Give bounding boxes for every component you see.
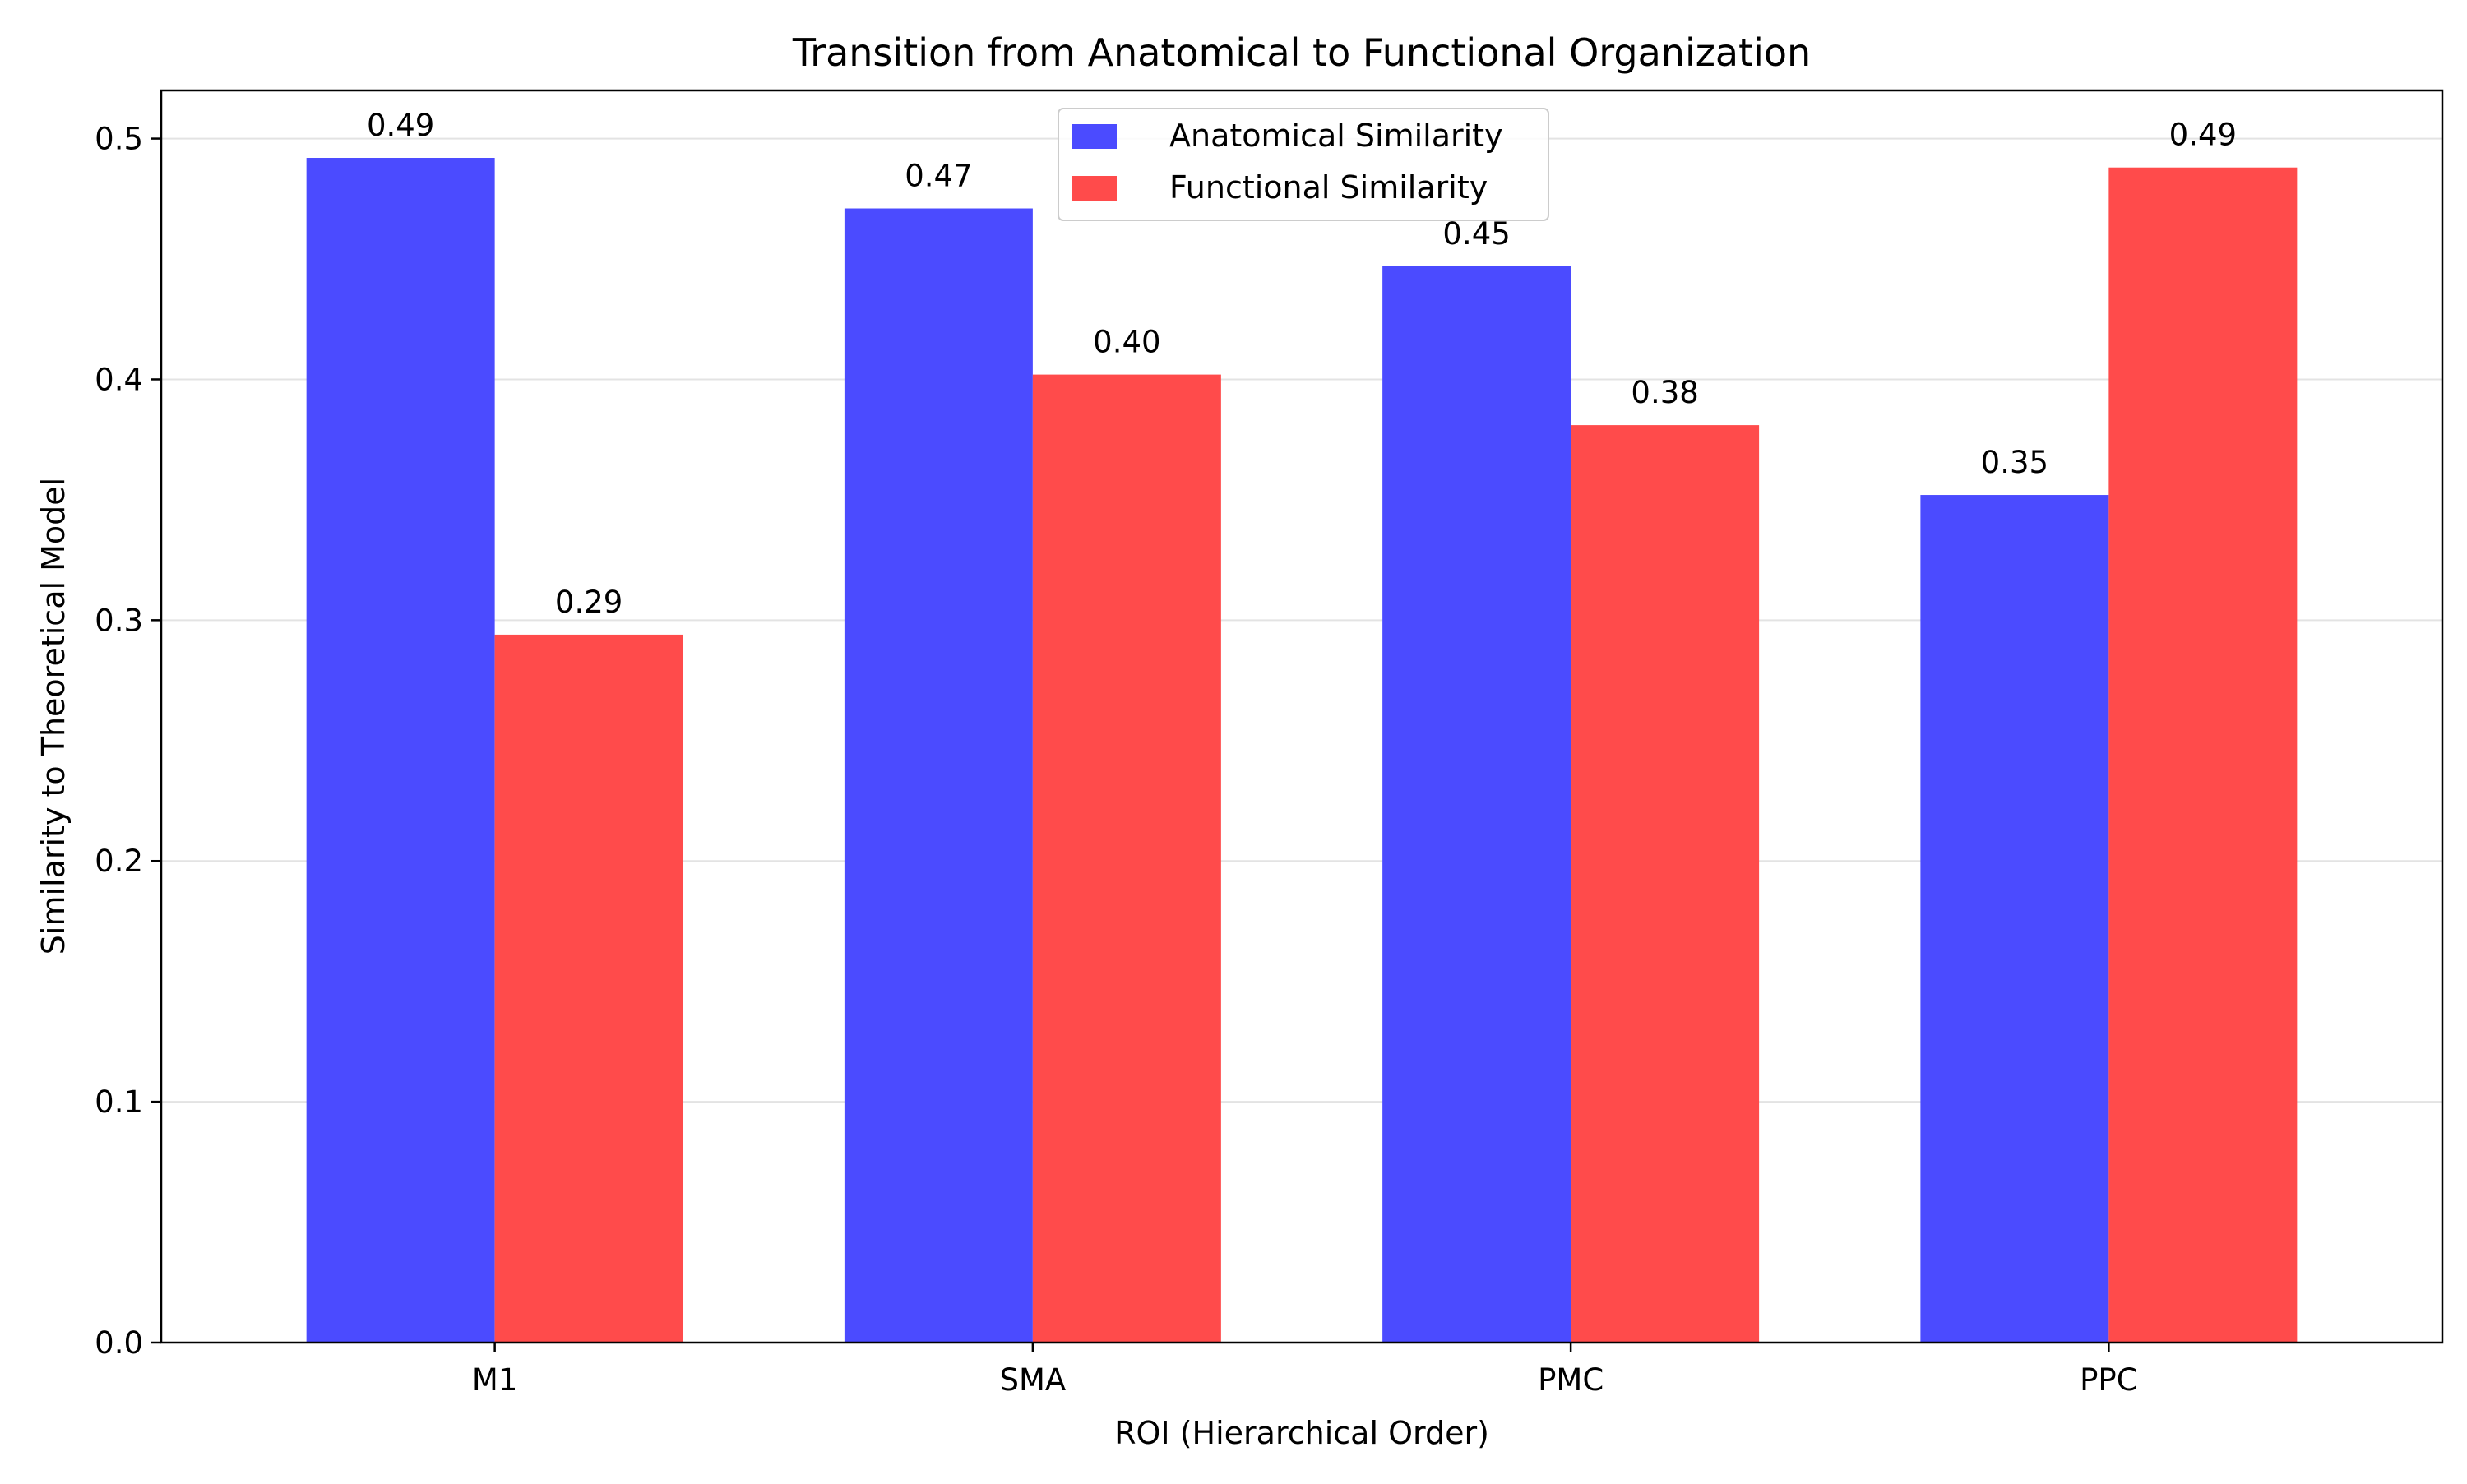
- x-tick-label-sma: SMA: [1000, 1362, 1067, 1398]
- legend: Anatomical Similarity Functional Similar…: [1058, 108, 1549, 221]
- legend-swatch-functional: [1072, 176, 1117, 201]
- data-label-functional-sma: 0.40: [1093, 325, 1160, 360]
- data-labels: 0.49 0.29 0.47 0.40 0.45 0.38 0.35 0.49: [367, 108, 2237, 620]
- chart-title: Transition from Anatomical to Functional…: [792, 30, 1811, 75]
- legend-label-functional: Functional Similarity: [1169, 169, 1488, 206]
- y-tick-label-3: 0.3: [95, 603, 143, 638]
- x-axis-label: ROI (Hierarchical Order): [1114, 1415, 1489, 1451]
- data-label-functional-m1: 0.29: [555, 585, 623, 620]
- bar-functional-pmc: [1571, 425, 1760, 1343]
- bar-functional-ppc: [2108, 167, 2298, 1343]
- legend-label-anatomical: Anatomical Similarity: [1169, 118, 1503, 154]
- data-label-anatomical-sma: 0.47: [905, 159, 972, 194]
- bar-anatomical-m1: [306, 158, 495, 1343]
- y-tick-label-1: 0.1: [95, 1084, 143, 1120]
- data-label-functional-pmc: 0.38: [1631, 375, 1698, 410]
- y-tick-label-2: 0.2: [95, 844, 143, 879]
- bar-functional-sma: [1032, 374, 1221, 1343]
- plot-frame: [160, 89, 2444, 1344]
- data-label-anatomical-pmc: 0.45: [1442, 216, 1510, 252]
- bars: [306, 158, 2298, 1343]
- y-tick-label-5: 0.5: [95, 122, 143, 157]
- data-label-anatomical-m1: 0.49: [367, 108, 434, 143]
- y-tick-label-4: 0.4: [95, 362, 143, 397]
- y-axis-label: Similarity to Theoretical Model: [35, 478, 72, 955]
- data-label-functional-ppc: 0.49: [2169, 118, 2237, 153]
- x-tick-label-pmc: PMC: [1538, 1362, 1604, 1398]
- bar-functional-m1: [494, 634, 683, 1343]
- legend-box: [1058, 108, 1549, 221]
- bar-anatomical-sma: [844, 208, 1033, 1343]
- bar-anatomical-ppc: [1920, 495, 2109, 1343]
- data-label-anatomical-ppc: 0.35: [1981, 445, 2048, 480]
- legend-swatch-anatomical: [1072, 124, 1117, 149]
- x-tick-label-ppc: PPC: [2080, 1362, 2137, 1398]
- axis-ticks: 0.0 0.1 0.2 0.3 0.4 0.5 M1 SMA PMC PPC: [95, 122, 2137, 1398]
- x-tick-label-m1: M1: [472, 1362, 517, 1398]
- bar-anatomical-pmc: [1382, 266, 1571, 1343]
- y-tick-label-0: 0.0: [95, 1325, 143, 1361]
